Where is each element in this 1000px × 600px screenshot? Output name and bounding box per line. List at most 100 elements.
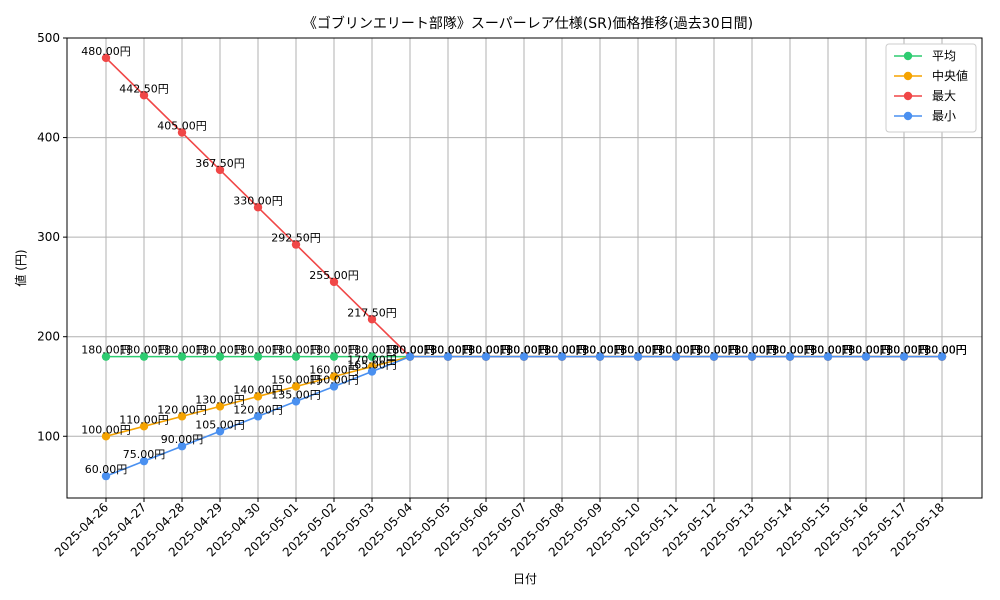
data-label: 180.00円 <box>309 344 359 357</box>
data-point <box>253 392 263 401</box>
data-point <box>481 352 491 361</box>
data-label: 60.00円 <box>85 463 128 476</box>
data-label: 180.00円 <box>461 344 511 357</box>
data-label: 480.00円 <box>81 45 131 58</box>
data-point <box>747 352 757 361</box>
data-point <box>139 456 149 466</box>
data-label: 180.00円 <box>461 344 511 357</box>
x-axis-title: 日付 <box>513 572 537 586</box>
data-label: 180.00円 <box>537 344 587 357</box>
data-label: 130.00円 <box>195 393 245 406</box>
data-label: 75.00円 <box>123 448 166 461</box>
chart-title: 《ゴブリンエリート部隊》スーパーレア仕様(SR)価格推移(過去30日間) <box>303 15 753 32</box>
data-point <box>329 372 339 381</box>
y-tick-label: 300 <box>37 230 60 244</box>
y-tick-label: 500 <box>37 31 60 45</box>
data-label: 292.50円 <box>271 232 321 245</box>
data-label: 180.00円 <box>575 344 625 357</box>
data-label: 165.00円 <box>347 359 397 372</box>
data-point <box>291 397 301 406</box>
data-point <box>215 165 225 175</box>
data-label: 180.00円 <box>651 344 701 357</box>
data-label: 180.00円 <box>385 344 435 357</box>
data-label: 180.00円 <box>537 344 587 357</box>
data-label: 180.00円 <box>651 344 701 357</box>
data-label: 180.00円 <box>537 344 587 357</box>
data-label: 180.00円 <box>803 344 853 357</box>
data-label: 180.00円 <box>917 344 967 357</box>
data-label: 180.00円 <box>537 344 587 357</box>
data-label: 180.00円 <box>651 344 701 357</box>
data-point <box>101 53 111 63</box>
data-point <box>557 352 567 361</box>
data-label: 180.00円 <box>423 344 473 357</box>
legend-box <box>885 43 977 133</box>
data-label: 180.00円 <box>385 344 435 357</box>
data-point <box>101 471 111 481</box>
y-tick-label: 400 <box>37 131 60 145</box>
data-label: 180.00円 <box>499 344 549 357</box>
data-label: 180.00円 <box>841 344 891 357</box>
data-label: 180.00円 <box>461 344 511 357</box>
data-point <box>177 442 187 451</box>
data-label: 217.50円 <box>347 306 397 319</box>
data-point <box>367 352 377 361</box>
data-label: 170.00円 <box>347 354 397 367</box>
data-label: 180.00円 <box>917 344 967 357</box>
data-point <box>443 352 453 361</box>
data-label: 180.00円 <box>613 344 663 357</box>
data-label: 135.00円 <box>271 388 321 401</box>
data-label: 180.00円 <box>727 344 777 357</box>
data-label: 180.00円 <box>613 344 663 357</box>
data-label: 180.00円 <box>423 344 473 357</box>
data-label: 180.00円 <box>803 344 853 357</box>
y-tick-label: 200 <box>37 330 60 344</box>
data-point <box>101 432 111 441</box>
data-label: 405.00円 <box>157 120 207 133</box>
data-label: 180.00円 <box>119 344 169 357</box>
data-label: 442.50円 <box>119 82 169 95</box>
data-label: 120.00円 <box>157 403 207 416</box>
data-label: 180.00円 <box>689 344 739 357</box>
data-point <box>405 352 415 361</box>
data-label: 367.50円 <box>195 157 245 170</box>
data-label: 180.00円 <box>727 344 777 357</box>
data-point <box>633 352 643 361</box>
data-label: 255.00円 <box>309 269 359 282</box>
data-point <box>139 352 149 361</box>
data-label: 180.00円 <box>575 344 625 357</box>
legend-label: 平均 <box>932 49 956 63</box>
data-label: 180.00円 <box>423 344 473 357</box>
data-label: 180.00円 <box>727 344 777 357</box>
data-label: 180.00円 <box>689 344 739 357</box>
data-point <box>101 352 111 361</box>
data-label: 180.00円 <box>803 344 853 357</box>
data-label: 110.00円 <box>119 413 169 426</box>
data-label: 180.00円 <box>499 344 549 357</box>
data-label: 180.00円 <box>575 344 625 357</box>
data-label: 180.00円 <box>195 344 245 357</box>
data-label: 180.00円 <box>841 344 891 357</box>
data-point <box>329 277 339 287</box>
data-label: 180.00円 <box>689 344 739 357</box>
series-layer <box>101 53 947 481</box>
data-label: 180.00円 <box>727 344 777 357</box>
data-label: 180.00円 <box>385 344 435 357</box>
legend-label: 中央値 <box>932 68 968 83</box>
data-point <box>215 352 225 361</box>
data-label: 330.00円 <box>233 194 283 207</box>
data-label: 100.00円 <box>81 423 131 436</box>
data-point <box>253 352 263 361</box>
data-point <box>823 352 833 361</box>
data-label: 180.00円 <box>917 344 967 357</box>
data-label: 180.00円 <box>879 344 929 357</box>
legend-marker <box>903 51 913 61</box>
data-label: 180.00円 <box>765 344 815 357</box>
data-label: 180.00円 <box>499 344 549 357</box>
legend-label: 最大 <box>932 89 956 103</box>
data-label: 180.00円 <box>499 344 549 357</box>
data-point <box>177 352 187 361</box>
legend-label: 最小 <box>932 109 956 123</box>
